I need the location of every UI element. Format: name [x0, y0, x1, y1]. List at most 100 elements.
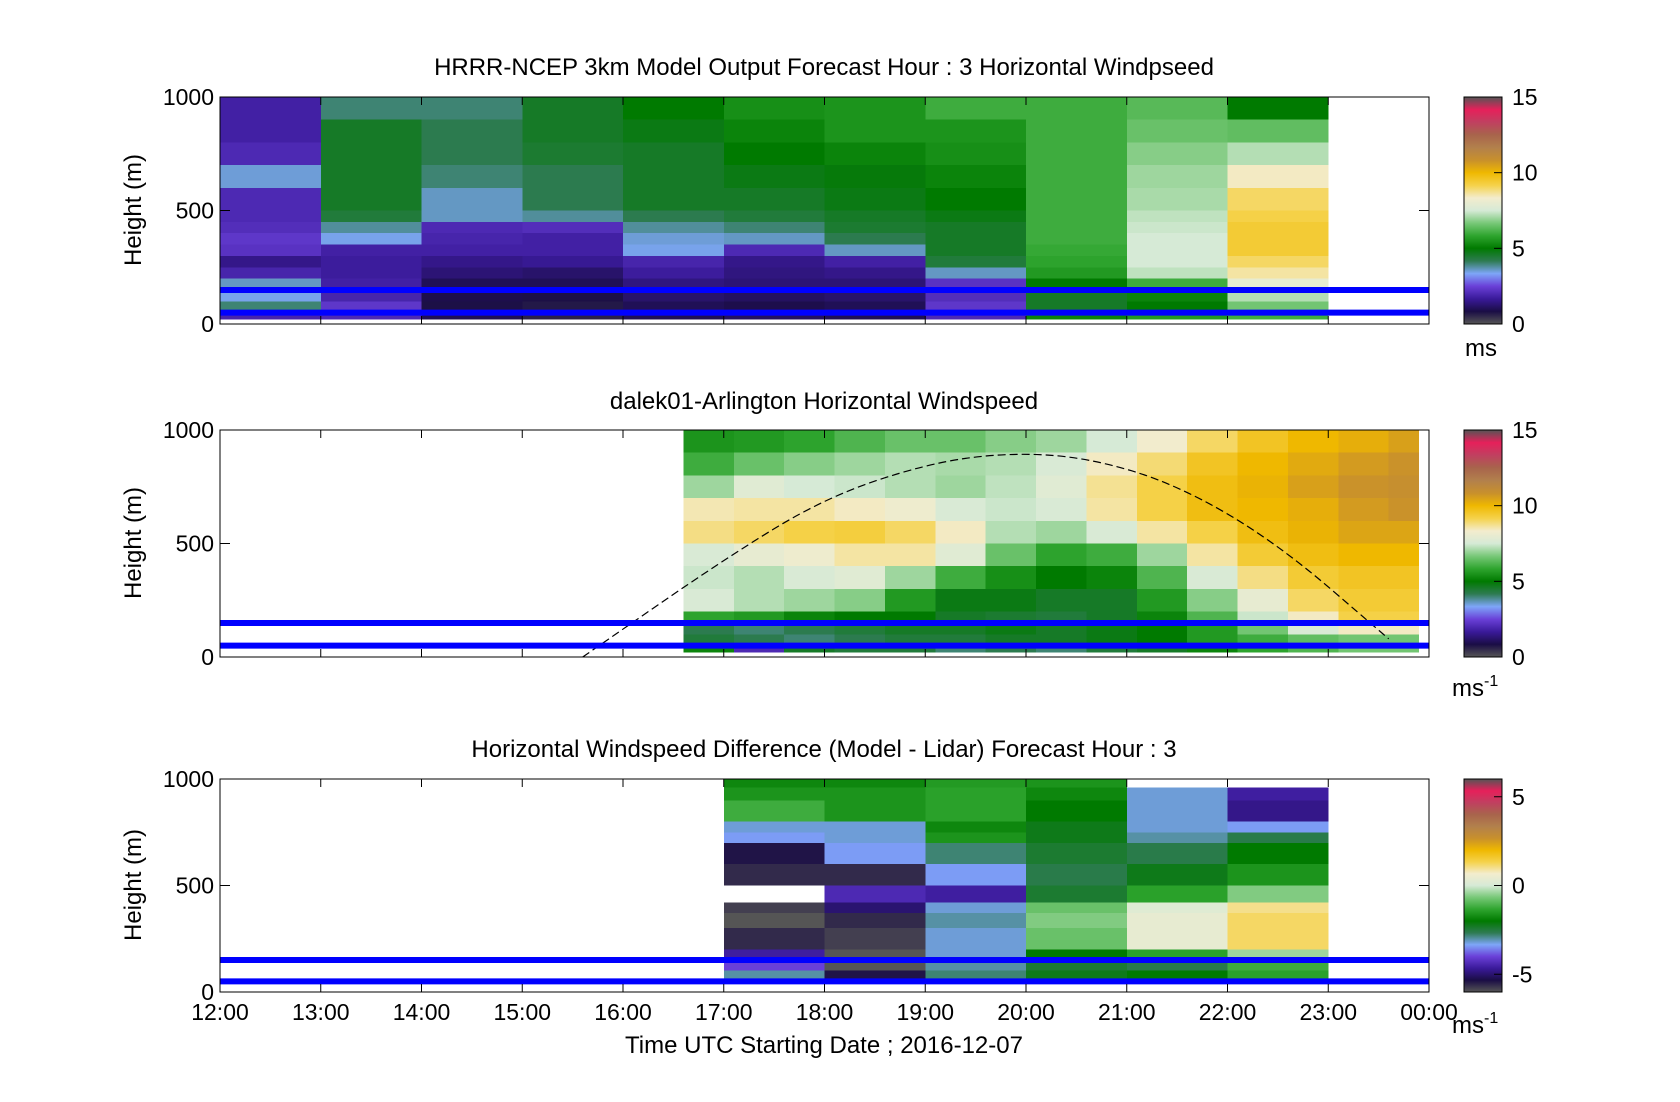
panel-difference: Horizontal Windspeed Difference (Model -…	[120, 736, 1532, 1059]
heatmap-cell	[1026, 885, 1127, 903]
heatmap-cell	[1187, 452, 1238, 476]
heatmap-cell	[1036, 543, 1087, 567]
heatmap-cell	[884, 430, 936, 453]
heatmap-cell	[1237, 622, 1288, 635]
colorbar-tick-label: 10	[1512, 493, 1538, 519]
heatmap-cell	[1036, 566, 1087, 589]
heatmap-cell	[723, 210, 825, 222]
colorbar-tick-label: 5	[1512, 784, 1525, 810]
heatmap-cell	[824, 289, 926, 302]
heatmap-cell	[985, 520, 1037, 544]
heatmap-cell	[1237, 566, 1288, 589]
heatmap-cell	[1388, 622, 1419, 635]
heatmap-cell	[834, 520, 885, 544]
heatmap-cell	[1338, 622, 1389, 635]
heatmap-cell	[1026, 787, 1127, 801]
panel-model: HRRR-NCEP 3km Model Output Forecast Hour…	[120, 54, 1538, 362]
heatmap-cell	[1026, 97, 1127, 120]
heatmap-cell	[1086, 520, 1137, 544]
colorbar-tick-label: -5	[1512, 961, 1532, 987]
heatmap-cell	[723, 233, 825, 245]
x-tick-label: 17:00	[695, 999, 753, 1025]
heatmap-cell	[1086, 645, 1137, 653]
heatmap-cell	[824, 119, 926, 143]
heatmap-cell	[723, 165, 825, 188]
heatmap-cell	[935, 475, 986, 499]
heatmap-cell	[1338, 452, 1389, 476]
heatmap-cell	[1237, 475, 1288, 499]
heatmap-cell	[1126, 800, 1228, 822]
heatmap-cell	[723, 949, 825, 961]
colorbar-tick-label: 0	[1512, 311, 1525, 337]
heatmap-cell	[1227, 244, 1329, 256]
heatmap-cell	[1287, 452, 1339, 476]
heatmap-cell	[1338, 588, 1389, 612]
heatmap-cell	[1136, 645, 1188, 653]
heatmap-cell	[1287, 498, 1339, 521]
panel-lidar-colorbar-unit: ms-1	[1452, 673, 1498, 702]
heatmap-cell	[320, 267, 422, 279]
heatmap-cell	[1136, 566, 1188, 589]
heatmap-cell	[1126, 301, 1228, 313]
heatmap-cell	[834, 611, 885, 623]
heatmap-cell	[320, 233, 422, 245]
y-tick-label: 500	[176, 198, 214, 224]
heatmap-cell	[1086, 430, 1137, 453]
heatmap-cell	[1227, 165, 1329, 188]
heatmap-cell	[1026, 312, 1127, 320]
heatmap-cell	[1237, 452, 1288, 476]
heatmap-cell	[723, 312, 825, 320]
heatmap-cell	[884, 588, 936, 612]
heatmap-cell	[1338, 543, 1389, 567]
heatmap-cell	[824, 913, 926, 929]
heatmap-cell	[733, 452, 785, 476]
heatmap-cell	[1026, 119, 1127, 143]
heatmap-cell	[733, 566, 785, 589]
heatmap-cell	[1086, 475, 1137, 499]
heatmap-cell	[723, 787, 825, 801]
heatmap-cell	[824, 244, 926, 256]
heatmap-cell	[824, 278, 926, 290]
heatmap-cell	[1126, 960, 1228, 971]
heatmap-cell	[1227, 289, 1329, 302]
heatmap-cell	[1237, 498, 1288, 521]
heatmap-cell	[884, 475, 936, 499]
heatmap-cell	[1287, 520, 1339, 544]
heatmap-cell	[1388, 588, 1419, 612]
heatmap-cell	[925, 864, 1026, 886]
heatmap-cell	[421, 142, 523, 166]
heatmap-cell	[1227, 301, 1329, 313]
heatmap-cell	[320, 301, 422, 313]
panel-model-xticks	[219, 97, 1430, 324]
heatmap-cell	[834, 588, 885, 612]
heatmap-cell	[1237, 430, 1288, 453]
heatmap-cell	[683, 634, 734, 646]
heatmap-cell	[1026, 779, 1127, 788]
heatmap-cell	[935, 611, 986, 623]
heatmap-cell	[935, 543, 986, 567]
heatmap-cell	[421, 267, 523, 279]
heatmap-cell	[1227, 312, 1329, 320]
heatmap-cell	[421, 165, 523, 188]
heatmap-cell	[925, 278, 1026, 290]
heatmap-cell	[1026, 278, 1127, 290]
x-tick-label: 22:00	[1199, 999, 1257, 1025]
colorbar-tick-label: 15	[1512, 417, 1538, 443]
heatmap-cell	[1126, 278, 1228, 290]
heatmap-cell	[522, 301, 623, 313]
x-tick-label: 12:00	[191, 999, 249, 1025]
x-tick-label: 15:00	[493, 999, 551, 1025]
heatmap-cell	[1086, 543, 1137, 567]
heatmap-cell	[320, 119, 422, 143]
heatmap-cell	[320, 97, 422, 120]
heatmap-cell	[784, 622, 835, 635]
heatmap-cell	[733, 611, 785, 623]
heatmap-cell	[1388, 543, 1419, 567]
heatmap-cell	[824, 821, 926, 833]
panel-model-cells	[220, 97, 1329, 320]
heatmap-cell	[884, 645, 936, 653]
heatmap-cell	[733, 543, 785, 567]
heatmap-cell	[623, 289, 724, 302]
heatmap-cell	[1086, 611, 1137, 623]
heatmap-cell	[1126, 970, 1228, 982]
